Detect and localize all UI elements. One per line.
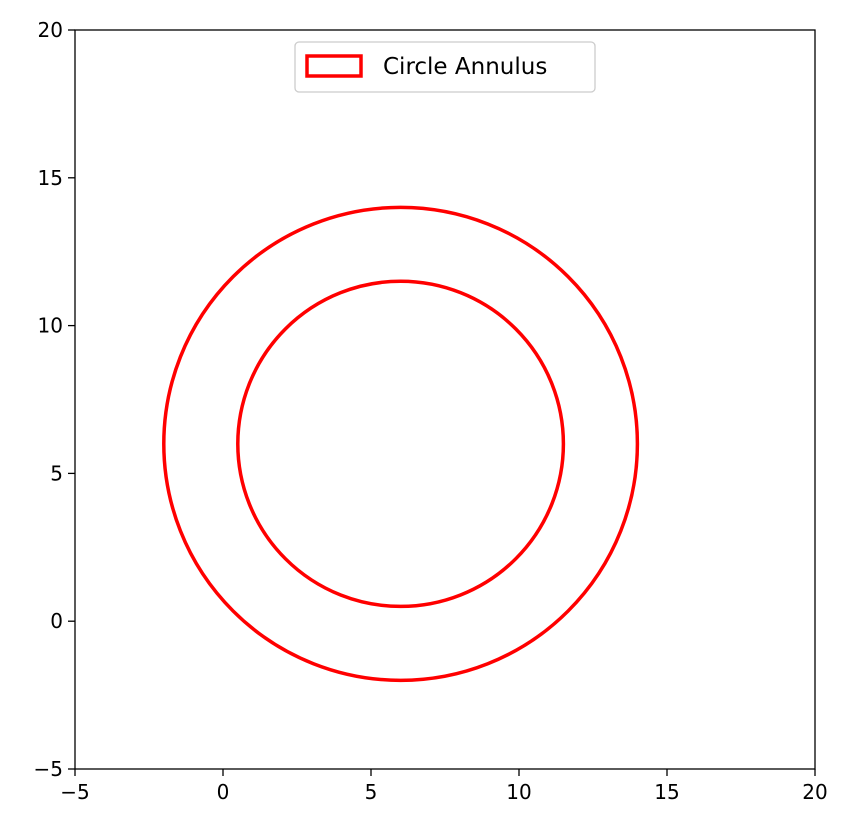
- annulus-inner-circle: [236, 279, 566, 609]
- legend-box: [294, 41, 596, 93]
- x-tick-label: 10: [506, 780, 531, 804]
- x-tick-label: 0: [217, 780, 230, 804]
- x-axis: −5 0 5 10 15 20: [60, 769, 828, 804]
- x-tick-label: −5: [60, 780, 89, 804]
- plot-area: [75, 30, 815, 769]
- y-axis: −5 0 5 10 15 20: [34, 18, 75, 781]
- legend-swatch: [305, 54, 363, 78]
- legend-label: Circle Annulus: [383, 54, 547, 80]
- x-tick-label: 20: [802, 780, 827, 804]
- y-tick-label: 15: [38, 166, 63, 190]
- x-tick-label: 5: [365, 780, 378, 804]
- legend: Circle Annulus: [294, 41, 596, 93]
- y-tick-label: 5: [50, 461, 63, 485]
- plot-frame: [74, 29, 816, 770]
- x-tick-label: 15: [654, 780, 679, 804]
- marks-layer: [162, 205, 640, 683]
- y-tick-label: 10: [38, 314, 63, 338]
- y-tick-label: 20: [38, 18, 63, 42]
- y-tick-label: 0: [50, 609, 63, 633]
- y-tick-label: −5: [34, 757, 63, 781]
- annulus-outer-circle: [162, 205, 640, 683]
